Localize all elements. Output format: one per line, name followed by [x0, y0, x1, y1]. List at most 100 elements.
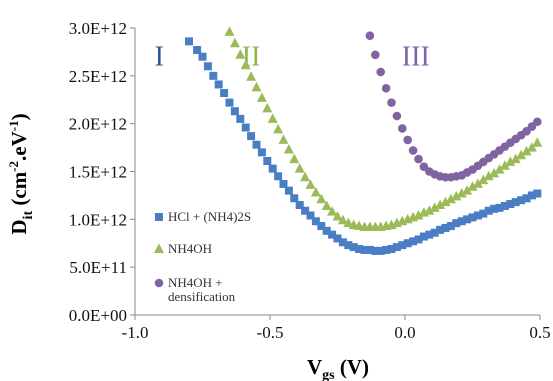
- data-point: [414, 235, 423, 244]
- data-point: [225, 98, 234, 107]
- data-point: [381, 83, 391, 93]
- data-point: [468, 213, 477, 222]
- data-point: [472, 178, 483, 188]
- data-point: [274, 172, 283, 181]
- legend-marker: [154, 243, 164, 253]
- data-point: [355, 244, 364, 253]
- data-point: [365, 31, 375, 40]
- data-point: [278, 134, 289, 144]
- data-point: [289, 153, 300, 164]
- data-point: [456, 188, 467, 198]
- data-point: [392, 111, 402, 121]
- data-point: [398, 241, 407, 250]
- data-point: [462, 185, 473, 195]
- plot-area: [134, 28, 540, 316]
- data-point: [403, 135, 413, 145]
- data-point: [316, 193, 327, 204]
- data-point: [263, 156, 272, 165]
- data-point: [203, 62, 212, 71]
- y-axis-title-mid: .eV: [7, 131, 31, 161]
- data-point: [236, 114, 245, 123]
- data-point: [483, 170, 494, 181]
- data-point: [252, 140, 261, 149]
- y-tick-label: 2.0E+12: [69, 115, 127, 134]
- legend-marker: [154, 278, 164, 288]
- data-point: [452, 219, 461, 228]
- data-point: [371, 246, 380, 255]
- y-axis-title-exp1: -2: [6, 161, 21, 172]
- data-point: [251, 81, 262, 92]
- data-point: [311, 217, 320, 226]
- data-point: [214, 80, 223, 89]
- legend-label: NH4OH: [168, 241, 212, 256]
- data-point: [446, 222, 455, 231]
- data-point: [419, 232, 428, 241]
- data-point: [457, 217, 466, 226]
- y-tick-label: 2.5E+12: [69, 67, 127, 86]
- data-point: [224, 26, 235, 36]
- data-point: [495, 203, 504, 212]
- data-point: [429, 202, 440, 212]
- y-axis-title: Dit (cm-2.eV-1): [6, 113, 36, 234]
- data-point: [349, 243, 358, 252]
- data-point: [256, 92, 267, 102]
- x-axis-title-sub: gs: [322, 368, 335, 381]
- data-point: [229, 37, 240, 48]
- data-point: [327, 206, 338, 216]
- y-tick-label: 3.0E+12: [69, 19, 127, 38]
- x-tick-labels: -1.0 -0.5 0.0 0.5: [122, 315, 551, 342]
- data-point: [220, 89, 229, 98]
- x-axis-title-unit: (V): [335, 355, 369, 379]
- legend: HCl + (NH4)2S NH4OH NH4OH +densification: [154, 209, 251, 304]
- y-tick-label: 5.0E+11: [69, 258, 127, 277]
- data-point: [387, 244, 396, 253]
- data-point: [247, 132, 256, 141]
- data-point: [451, 190, 462, 201]
- legend-entry: NH4OH +densification: [154, 275, 236, 304]
- data-point: [413, 210, 424, 220]
- data-point: [198, 52, 207, 61]
- data-point: [473, 211, 482, 220]
- data-point: [193, 46, 202, 55]
- data-point: [300, 171, 311, 182]
- data-point: [310, 187, 321, 197]
- data-point: [511, 198, 520, 207]
- data-point: [494, 164, 505, 174]
- data-point: [317, 222, 326, 231]
- data-point: [533, 117, 542, 127]
- y-axis-title-main: D: [7, 219, 31, 234]
- data-point: [365, 245, 374, 254]
- data-point: [500, 201, 509, 210]
- data-point: [371, 50, 380, 60]
- data-point: [268, 164, 277, 173]
- data-point: [398, 124, 407, 133]
- series-triangle: [224, 26, 543, 231]
- data-point: [241, 123, 250, 132]
- data-point: [322, 226, 331, 235]
- data-series: [185, 26, 543, 255]
- legend-label: densification: [168, 289, 236, 304]
- data-point: [235, 49, 246, 59]
- data-point: [414, 154, 423, 164]
- y-tick-label: 1.0E+12: [69, 210, 127, 229]
- y-tick-labels: 0.0E+00 5.0E+11 1.0E+12 1.5E+12 2.0E+12 2.5E+…: [69, 19, 135, 325]
- data-point: [230, 107, 239, 116]
- data-point: [506, 200, 515, 209]
- data-point: [290, 194, 299, 203]
- legend-marker: [155, 213, 163, 221]
- series-circle: [365, 31, 542, 182]
- data-point: [337, 214, 348, 225]
- data-point: [283, 143, 294, 154]
- data-point: [522, 194, 531, 203]
- data-point: [445, 193, 456, 204]
- data-point: [517, 196, 526, 205]
- y-axis-title-unit-open: (cm: [7, 171, 31, 211]
- data-point: [533, 189, 542, 198]
- data-point: [305, 179, 316, 189]
- data-point: [526, 142, 537, 152]
- data-point: [467, 181, 478, 191]
- y-tick-label: 0.0E+00: [69, 306, 127, 325]
- data-point: [284, 186, 293, 195]
- data-point: [478, 174, 489, 185]
- region-label: III: [402, 42, 430, 73]
